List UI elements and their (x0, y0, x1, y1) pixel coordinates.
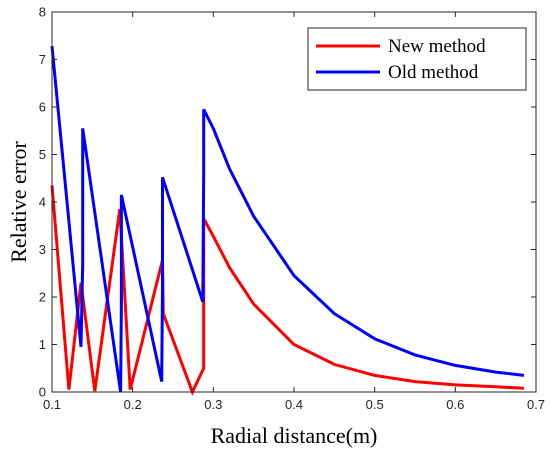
series-layer (50, 46, 525, 396)
legend: New method Old method (307, 27, 527, 91)
ticks-layer: 0.1 0.2 0.3 0.4 0.5 0.6 0.7 0 1 2 3 4 5 6 7 8 (39, 5, 545, 413)
y-tick-label: 8 (39, 5, 46, 20)
x-tick-label: 0.1 (43, 397, 61, 412)
y-tick-label: 0 (39, 385, 46, 400)
x-tick-label: 0.7 (527, 397, 545, 412)
y-tick-label: 6 (39, 100, 46, 115)
x-tick-label: 0.4 (285, 397, 303, 412)
legend-label-old-method: Old method (388, 62, 479, 83)
x-axis-label: Radial distance(m) (211, 423, 378, 448)
x-tick-label: 0.6 (446, 397, 464, 412)
series-line-old-method (50, 46, 525, 393)
legend-label-new-method: New method (388, 36, 486, 57)
y-tick-label: 5 (39, 147, 46, 162)
x-tick-label: 0.5 (366, 397, 384, 412)
legend-box (307, 27, 527, 91)
y-tick-label: 4 (39, 195, 46, 210)
x-tick-label: 0.2 (124, 397, 142, 412)
y-tick-label: 1 (39, 337, 46, 352)
x-tick-label: 0.3 (204, 397, 222, 412)
y-tick-label: 3 (39, 242, 46, 257)
y-tick-label: 7 (39, 52, 46, 67)
y-tick-label: 2 (39, 290, 46, 305)
y-axis-label: Relative error (6, 141, 31, 263)
